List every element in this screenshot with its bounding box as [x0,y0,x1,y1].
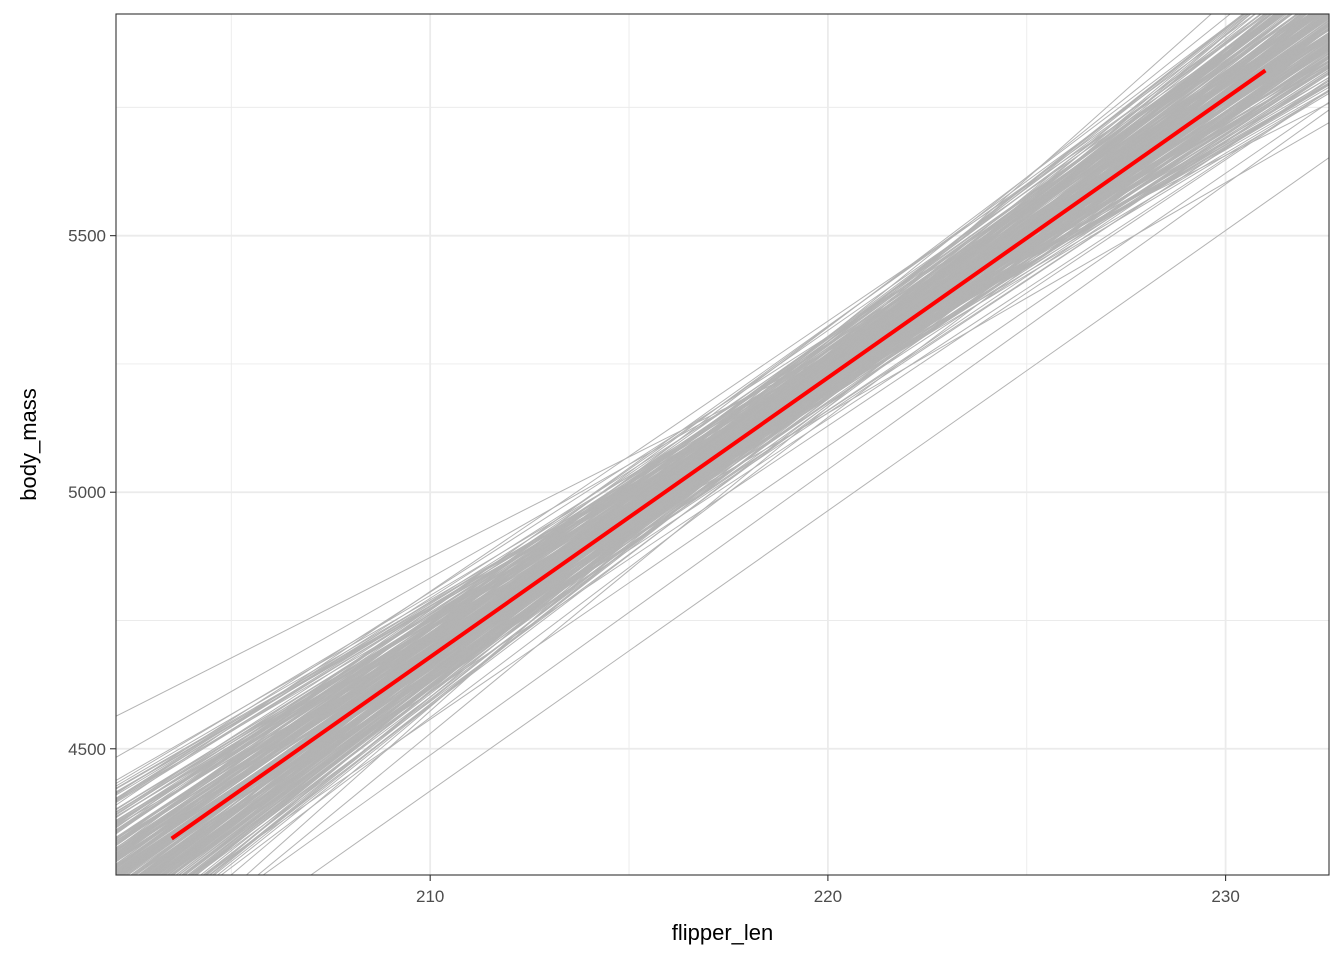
posterior-lines [116,14,1329,875]
posterior-line [116,14,1326,853]
posterior-line [116,14,1268,863]
posterior-line [181,14,1319,875]
posterior-line [230,14,1252,875]
posterior-line [116,14,1328,859]
fit-line [170,68,1267,841]
fit-line-group [170,68,1267,841]
posterior-line [116,14,1308,875]
x-tick-label: 210 [416,887,444,906]
posterior-line [169,14,1280,875]
x-axis-title: flipper_len [672,920,774,945]
y-tick-label: 4500 [68,740,106,759]
posterior-line [262,109,1329,875]
posterior-line [145,28,1329,875]
posterior-line [310,157,1329,875]
posterior-line [116,25,1329,861]
posterior-line [202,14,1317,875]
y-tick-label: 5500 [68,227,106,246]
posterior-line [116,65,1329,815]
x-tick-label: 220 [814,887,842,906]
x-axis-ticks: 210 220 230 [416,875,1240,906]
posterior-line [149,14,1244,875]
y-axis-title: body_mass [16,388,41,501]
posterior-line [203,101,1329,875]
x-tick-label: 230 [1211,887,1239,906]
y-tick-label: 5000 [68,483,106,502]
panel-border [115,13,1330,876]
posterior-line [133,89,1329,875]
posterior-line [116,64,1329,758]
posterior-line [116,37,1329,838]
posterior-line [116,14,1298,860]
posterior-line [116,14,1245,866]
y-axis-ticks: 4500 5000 5500 [68,227,116,759]
posterior-line [116,14,1256,849]
